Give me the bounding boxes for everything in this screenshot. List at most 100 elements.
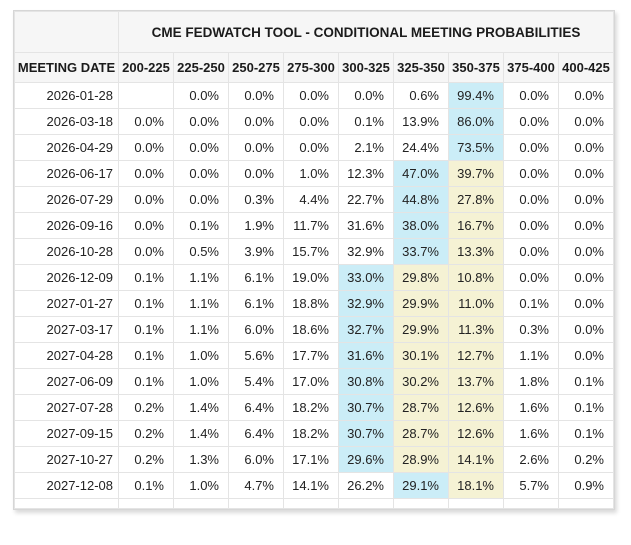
table-row: 2027-09-15 0.2% 1.4% 6.4% 18.2% 30.7% 28.7% 12.… [14,420,614,447]
probability-cell: 30.7% [338,394,394,421]
probability-cell: 0.0% [173,82,229,109]
probability-cell: 0.0% [558,108,614,135]
probability-cell: 18.2% [283,394,339,421]
meeting-date-cell: 2027-07-28 [14,394,119,421]
table-row: 2026-03-18 0.0% 0.0% 0.0% 0.0% 0.1% 13.9% 86.0%… [14,108,614,135]
table-row: 2027-01-27 0.1% 1.1% 6.1% 18.8% 32.9% 29.9% 11.… [14,290,614,317]
probability-cell: 17.1% [283,446,339,473]
probability-cell: 15.7% [283,238,339,265]
probability-cell: 0.0% [503,212,559,239]
probability-cell: 6.0% [228,316,284,343]
probability-cell: 18.8% [283,290,339,317]
probability-cell: 26.2% [338,472,394,499]
probability-cell: 28.9% [393,446,449,473]
meeting-date-cell: 2026-01-28 [14,82,119,109]
table-row: 2027-06-09 0.1% 1.0% 5.4% 17.0% 30.8% 30.2% 13.… [14,368,614,395]
probability-cell: 0.3% [228,186,284,213]
meeting-date-cell: 2026-09-16 [14,212,119,239]
meeting-date-cell: 2026-04-29 [14,134,119,161]
probability-cell: 33.0% [338,264,394,291]
probability-cell: 0.2% [118,394,174,421]
probability-cell: 11.0% [448,290,504,317]
probability-cell: 12.6% [448,420,504,447]
table-row: 2026-07-29 0.0% 0.0% 0.3% 4.4% 22.7% 44.8% 27.8… [14,186,614,213]
table-row: 2026-09-16 0.0% 0.1% 1.9% 11.7% 31.6% 38.0% 16.… [14,212,614,239]
probability-cell: 0.1% [558,368,614,395]
probability-cell: 0.1% [558,420,614,447]
probability-cell: 0.0% [173,186,229,213]
probability-cell: 1.4% [173,394,229,421]
probability-cell: 11.3% [448,316,504,343]
probability-cell: 1.9% [228,212,284,239]
rate-range-header: 225-250 [173,52,229,83]
probability-cell: 4.7% [228,472,284,499]
probability-cell: 0.1% [118,264,174,291]
probability-cell: 13.7% [448,368,504,395]
table-row: 2026-12-09 0.1% 1.1% 6.1% 19.0% 33.0% 29.8% 10.… [14,264,614,291]
probability-cell: 44.8% [393,186,449,213]
table-row: 2026-01-28 0.0% 0.0% 0.0% 0.0% 0.6% 99.4% 0.0% 0… [14,82,614,109]
probability-cell: 0.0% [173,108,229,135]
table-row: 2026-04-29 0.0% 0.0% 0.0% 0.0% 2.1% 24.4% 73.5%… [14,134,614,161]
table-row: 2027-03-17 0.1% 1.1% 6.0% 18.6% 32.7% 29.9% 11.… [14,316,614,343]
probability-cell: 0.0% [503,82,559,109]
probability-cell: 0.0% [558,264,614,291]
rate-range-header: 200-225 [118,52,174,83]
probability-cell: 0.0% [118,186,174,213]
probability-cell: 33.7% [393,238,449,265]
probability-cell: 1.1% [173,264,229,291]
probability-cell: 0.1% [118,368,174,395]
probability-cell: 30.1% [393,342,449,369]
probability-cell: 29.8% [393,264,449,291]
probability-cell: 10.8% [448,264,504,291]
probability-cell: 16.7% [448,212,504,239]
probability-cell: 0.1% [338,108,394,135]
spacer-cell [228,498,284,509]
probability-cell: 18.1% [448,472,504,499]
probability-cell: 0.0% [283,134,339,161]
probability-cell: 32.7% [338,316,394,343]
probability-cell: 0.0% [503,134,559,161]
probability-cell: 5.6% [228,342,284,369]
rate-range-header: 250-275 [228,52,284,83]
probability-cell: 2.1% [338,134,394,161]
probability-cell: 0.0% [118,108,174,135]
probability-cell: 11.7% [283,212,339,239]
probability-cell: 0.0% [173,134,229,161]
probability-cell: 0.0% [228,82,284,109]
probability-cell: 12.6% [448,394,504,421]
probability-cell: 0.0% [503,186,559,213]
probability-cell: 5.7% [503,472,559,499]
title-row: CME FEDWATCH TOOL - CONDITIONAL MEETING … [14,11,614,53]
table-row: 2026-10-28 0.0% 0.5% 3.9% 15.7% 32.9% 33.7% 13.… [14,238,614,265]
probability-cell: 0.6% [393,82,449,109]
meeting-date-cell: 2027-06-09 [14,368,119,395]
probability-cell: 0.0% [558,316,614,343]
meeting-date-cell: 2027-10-27 [14,446,119,473]
probability-cell: 6.4% [228,420,284,447]
spacer-cell [118,498,174,509]
probability-cell: 18.6% [283,316,339,343]
spacer-cell [393,498,449,509]
probability-cell: 0.0% [118,160,174,187]
table-row: 2027-04-28 0.1% 1.0% 5.6% 17.7% 31.6% 30.1% 12.… [14,342,614,369]
meeting-date-cell: 2027-12-08 [14,472,119,499]
probability-cell: 19.0% [283,264,339,291]
probability-cell: 1.0% [173,472,229,499]
probability-cell: 17.7% [283,342,339,369]
conditional-probabilities-table: CME FEDWATCH TOOL - CONDITIONAL MEETING … [14,11,614,509]
probability-cell: 0.0% [558,134,614,161]
table-row: 2027-07-28 0.2% 1.4% 6.4% 18.2% 30.7% 28.7% 12.… [14,394,614,421]
probability-cell: 32.9% [338,290,394,317]
probability-cell: 0.0% [503,108,559,135]
meeting-date-header: MEETING DATE [14,52,119,83]
probability-cell: 38.0% [393,212,449,239]
probability-cell: 0.0% [228,134,284,161]
probability-cell: 1.1% [173,316,229,343]
probability-cell: 1.1% [503,342,559,369]
probability-cell: 0.0% [558,212,614,239]
probability-cell: 39.7% [448,160,504,187]
probability-cell: 1.6% [503,394,559,421]
probability-cell: 0.2% [118,446,174,473]
probability-cell: 28.7% [393,394,449,421]
